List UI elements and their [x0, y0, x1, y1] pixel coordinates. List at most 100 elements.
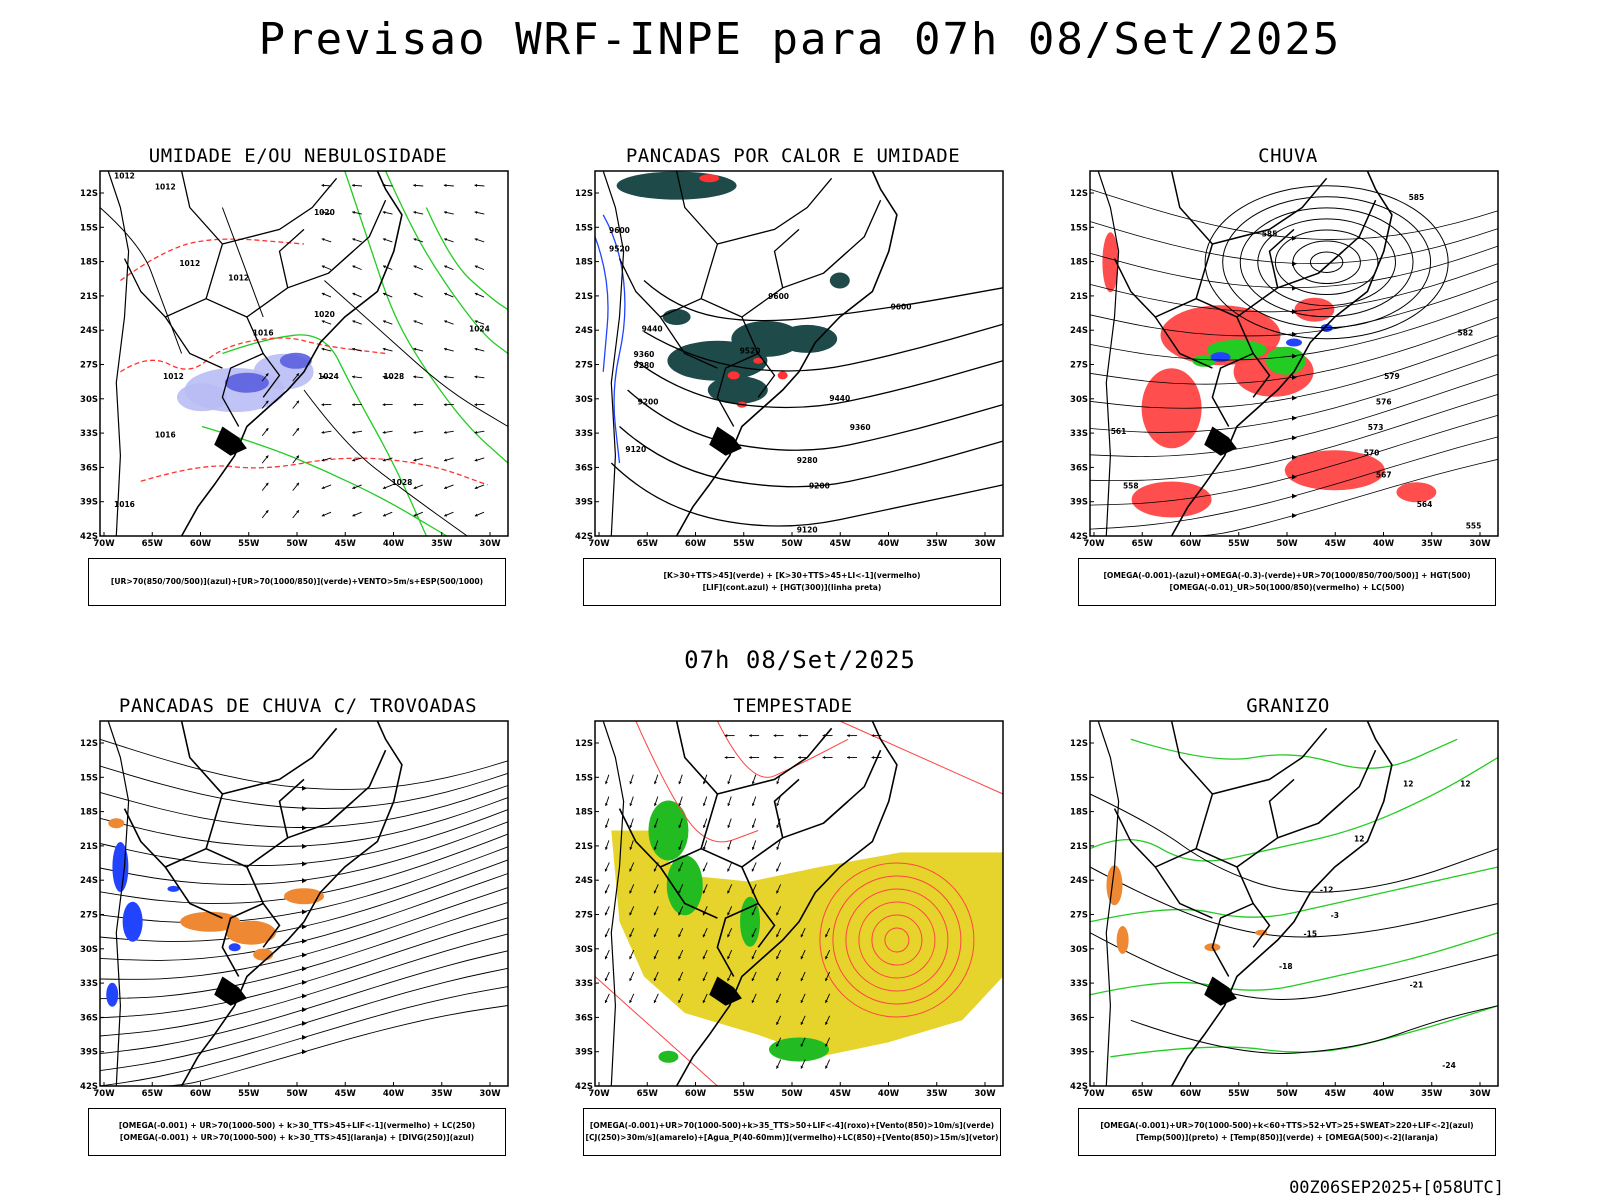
wind-vector-head	[604, 956, 608, 960]
wind-vector-head	[352, 513, 356, 517]
wind-vector-head	[702, 934, 706, 938]
lat-tick-label: 36S	[575, 463, 593, 473]
wind-vector-head	[825, 1021, 828, 1025]
streamline	[1089, 245, 1499, 289]
andes-coastline	[1097, 720, 1120, 1087]
wind-vector-head	[604, 999, 608, 1003]
streamline	[1089, 354, 1499, 433]
streamline-arrow	[1292, 513, 1297, 519]
lat-tick-label: 33S	[1070, 979, 1088, 989]
lat-tick-label: 15S	[80, 773, 98, 783]
contour-line	[303, 389, 468, 537]
wind-vector-head	[321, 347, 325, 351]
contour-label: 1016	[253, 328, 274, 337]
contour-line	[716, 720, 849, 778]
wind-vector-head	[751, 824, 755, 828]
streamline-arrow	[302, 1049, 307, 1055]
border-line	[164, 866, 223, 919]
border-line	[1268, 778, 1295, 838]
wind-vector-head	[702, 999, 706, 1003]
map-border	[99, 720, 509, 1087]
wind-vector-head	[800, 1065, 804, 1069]
wind-vector-head	[825, 978, 828, 982]
border-line	[1268, 228, 1295, 288]
wind-vector-head	[702, 781, 706, 785]
contour-label: -24	[1442, 1061, 1456, 1070]
wind-vector-head	[629, 934, 633, 938]
lat-tick-label: 33S	[80, 429, 98, 439]
hgt300-labels: 9600 9520 9600 9520 9440 9360 9280 9200 9120 9440…	[609, 226, 911, 534]
wind-vector-head	[749, 734, 752, 738]
streamline-arrow	[1292, 435, 1297, 441]
lon-tick-label: 30W	[479, 1089, 501, 1099]
wind-vector-head	[702, 912, 706, 916]
shaded-area	[1286, 338, 1302, 347]
wind-vector-head	[321, 210, 325, 214]
streamline-arrow	[302, 924, 307, 930]
lon-tick-label: 30W	[1469, 1089, 1491, 1099]
streamline-arrow	[302, 878, 307, 884]
lat-tick-label: 42S	[1070, 1082, 1088, 1092]
streamline	[1089, 221, 1499, 265]
streamline	[1089, 373, 1499, 457]
border-line	[1154, 866, 1213, 919]
wind-vector-head	[321, 183, 325, 187]
wind-vector-head	[265, 373, 269, 377]
wind-vector-head	[629, 846, 633, 850]
lat-tick-label: 24S	[80, 876, 98, 886]
lat-tick-label: 27S	[575, 911, 593, 921]
vento850-area	[648, 800, 829, 1063]
lat-tick-label: 33S	[80, 979, 98, 989]
wind-vector-head	[443, 183, 447, 187]
border-line	[618, 720, 719, 868]
border-line	[822, 749, 882, 824]
wind-vector-head	[653, 890, 657, 894]
streamline	[99, 859, 509, 942]
map-frame	[595, 171, 1003, 536]
hgt500-contour	[1309, 251, 1344, 273]
hgt500-contour	[1257, 218, 1396, 307]
lon-tick-label: 35W	[431, 1089, 453, 1099]
wind-vector-head	[444, 265, 448, 269]
lon-tick-label: 45W	[1325, 539, 1347, 549]
wind-vector-head	[474, 210, 478, 214]
legend-line: [UR>70(850/700/500)](azul)+[UR>70(1000/8…	[110, 577, 484, 586]
map-border	[1089, 170, 1499, 537]
wind-vector-head	[413, 458, 417, 462]
shaded-area	[707, 376, 768, 404]
contour-line	[643, 323, 1004, 372]
wind-vector-head	[776, 1021, 779, 1025]
legend-line: [OMEGA(-0.001) + UR>70(1000-500) + k>30_…	[118, 1121, 476, 1130]
wind-vector-head	[413, 375, 417, 379]
wind-vector-head	[702, 978, 706, 982]
wind-vector-head	[604, 978, 608, 982]
border-line	[618, 170, 719, 318]
wind-vector-head	[751, 846, 755, 850]
lon-tick-label: 45W	[335, 539, 357, 549]
shaded-area	[228, 943, 241, 952]
lat-tick-label: 24S	[575, 876, 593, 886]
wind-vector-head	[413, 183, 416, 187]
wind-vector-head	[413, 238, 417, 242]
wind-vector-head	[383, 513, 387, 517]
lon-tick-label: 35W	[1421, 539, 1443, 549]
wind-vector-head	[847, 755, 850, 760]
lat-tick-label: 21S	[575, 292, 593, 302]
wind-vector-head	[678, 824, 682, 828]
wind-vector-head	[800, 978, 804, 982]
lc850-streamline	[884, 927, 910, 953]
wind-vector-head	[800, 999, 804, 1003]
contour-label: 1012	[114, 171, 135, 180]
lat-tick-label: 42S	[575, 1082, 593, 1092]
geography	[1097, 170, 1393, 537]
lat-tick-label: 33S	[575, 429, 593, 439]
lat-tick-label: 42S	[1070, 532, 1088, 542]
map-umidade: 1012 1012 1012 1012 1016 1020 1020 1024 1024 1028…	[80, 170, 509, 549]
contour-line	[99, 207, 183, 354]
shaded-area	[658, 1050, 679, 1063]
wind-vector-head	[474, 458, 478, 462]
lat-tick-label: 33S	[575, 979, 593, 989]
